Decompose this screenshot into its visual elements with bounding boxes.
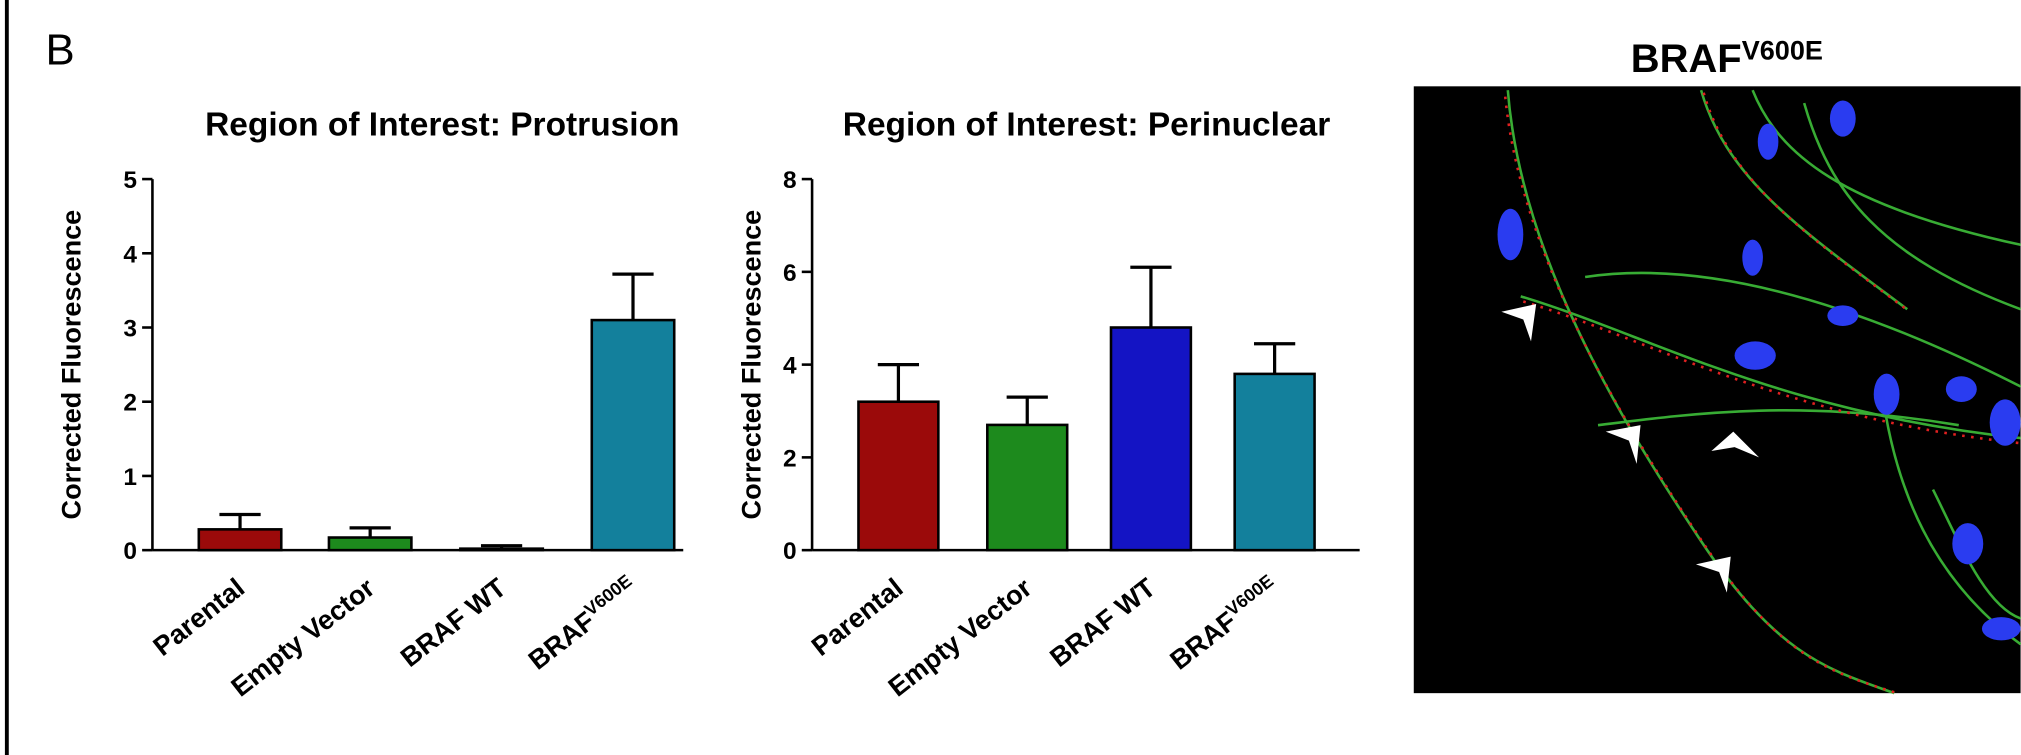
fiber: [1880, 386, 2021, 646]
y-axis-label: Corrected Fluorescence: [737, 210, 767, 520]
bar: [986, 423, 1069, 552]
arrowhead: [1711, 431, 1760, 458]
error-bar: [349, 526, 391, 538]
y-tick-label: 4: [123, 241, 137, 268]
fiber: [1597, 409, 1959, 427]
error-bar: [480, 544, 523, 549]
fiber: [1751, 89, 2021, 247]
error-bar: [1130, 265, 1172, 328]
nucleus: [1757, 123, 1779, 160]
y-tick-label: 3: [123, 316, 137, 343]
arrowhead: [1501, 304, 1537, 342]
micrograph-bg: [1413, 86, 2021, 694]
error-bar: [612, 272, 654, 321]
y-tick-label: 1: [123, 464, 137, 491]
image-title-base: BRAF: [1631, 37, 1742, 81]
nucleus: [1945, 376, 1977, 402]
nucleus: [1873, 373, 1900, 415]
bar: [459, 547, 545, 552]
y-tick-label: 2: [123, 390, 137, 417]
y-tick-label: 0: [123, 538, 137, 565]
nucleus: [1742, 239, 1763, 276]
error-bar: [219, 512, 261, 530]
chart-title: Region of Interest: Perinuclear: [843, 106, 1331, 143]
image-title: BRAFV600E: [1631, 35, 1823, 81]
nucleus: [1989, 399, 2021, 446]
y-tick-label: 6: [783, 260, 797, 287]
bar: [590, 318, 676, 552]
error-bar: [1006, 395, 1048, 425]
panel-label: B: [45, 25, 74, 74]
nucleus: [1952, 523, 1984, 565]
arrowhead: [1605, 425, 1641, 464]
y-tick-label: 0: [783, 538, 797, 565]
nucleus: [1497, 208, 1524, 261]
bar: [857, 400, 940, 552]
nucleus: [1829, 100, 1856, 137]
fiber: [1931, 489, 2021, 620]
fiber: [1802, 102, 2021, 311]
y-tick-label: 8: [783, 167, 797, 194]
arrowhead: [1695, 556, 1731, 593]
y-axis-label: Corrected Fluorescence: [56, 210, 86, 520]
fiber: [1584, 271, 2021, 388]
y-tick-label: 5: [123, 167, 137, 194]
y-tick-label: 4: [783, 353, 797, 380]
micrograph: [1413, 86, 2021, 695]
nucleus: [1734, 341, 1776, 370]
chart-title: Region of Interest: Protrusion: [205, 106, 679, 143]
error-bar: [1254, 342, 1296, 374]
red-puncta: [1503, 96, 1898, 695]
nucleus: [1827, 305, 1859, 326]
image-title-sup: V600E: [1742, 35, 1823, 65]
bar: [1233, 372, 1316, 552]
nucleus: [1981, 617, 2021, 641]
y-tick-label: 2: [783, 445, 797, 472]
fiber: [1520, 295, 2021, 440]
red-puncta: [1522, 300, 2021, 445]
bar: [1109, 326, 1193, 552]
error-bar: [877, 363, 920, 402]
bar: [327, 536, 413, 552]
bar: [197, 528, 283, 552]
